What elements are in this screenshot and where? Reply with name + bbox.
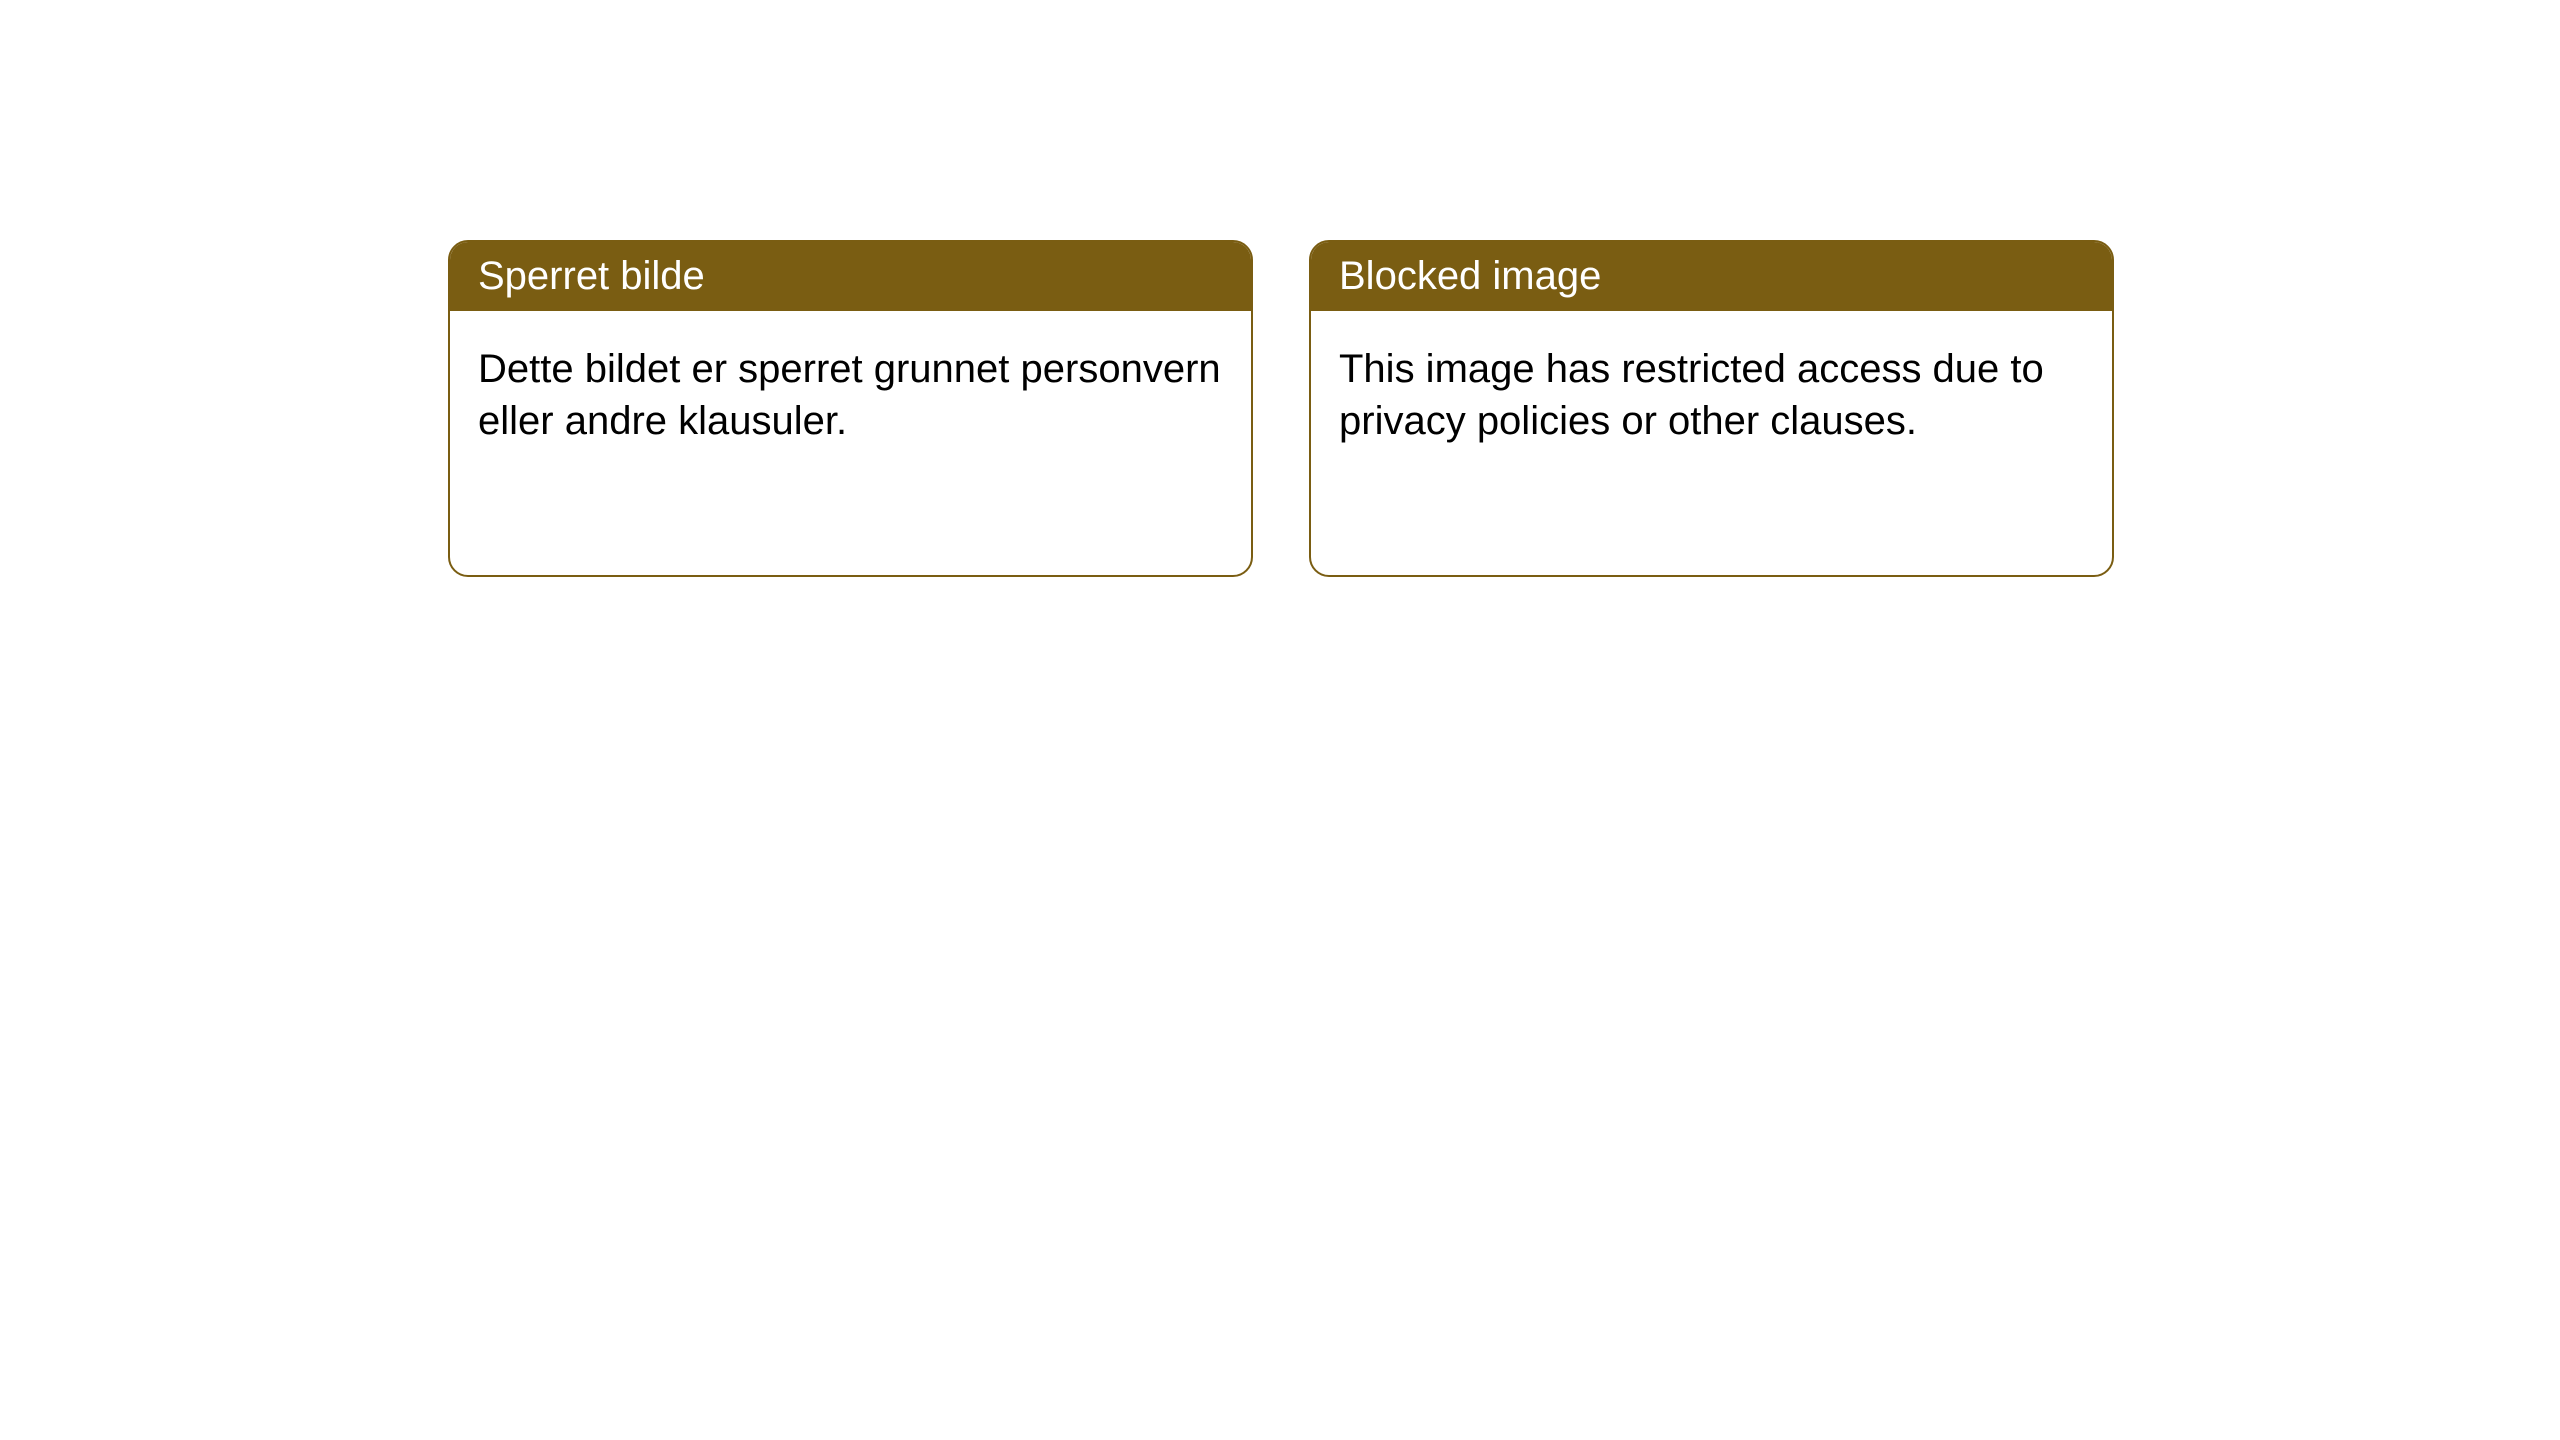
- notice-container: Sperret bilde Dette bildet er sperret gr…: [0, 0, 2560, 577]
- notice-title: Sperret bilde: [478, 254, 705, 298]
- notice-card-english: Blocked image This image has restricted …: [1309, 240, 2114, 577]
- notice-header: Blocked image: [1311, 242, 2112, 311]
- notice-header: Sperret bilde: [450, 242, 1251, 311]
- notice-body-text: This image has restricted access due to …: [1339, 347, 2044, 443]
- notice-card-norwegian: Sperret bilde Dette bildet er sperret gr…: [448, 240, 1253, 577]
- notice-body-text: Dette bildet er sperret grunnet personve…: [478, 347, 1221, 443]
- notice-body: This image has restricted access due to …: [1311, 311, 2112, 479]
- notice-title: Blocked image: [1339, 254, 1601, 298]
- notice-body: Dette bildet er sperret grunnet personve…: [450, 311, 1251, 479]
